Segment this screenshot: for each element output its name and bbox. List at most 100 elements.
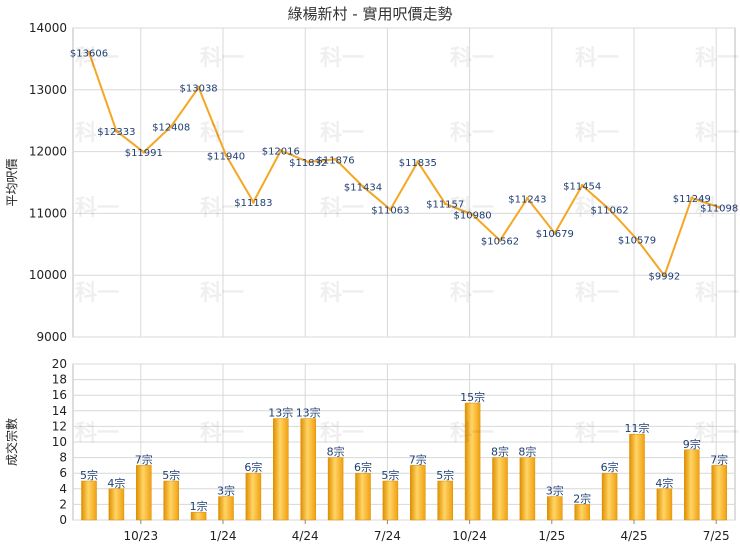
watermark-18: 科一 [75,281,119,306]
price-label-15: $10562 [481,236,519,247]
bar-12 [410,465,426,521]
bar-23 [711,465,727,521]
x-tick-label-6: 4/25 [621,529,648,543]
bar-15 [492,457,508,521]
watermark-8: 科一 [320,121,364,146]
price-label-19: $11062 [591,206,629,217]
bar-ytick-16: 16 [52,388,67,402]
watermark-13: 科一 [200,196,244,221]
watermark-25: 科一 [200,421,244,446]
watermark-15: 科一 [450,196,494,221]
price-point-12 [416,160,420,164]
watermark-6: 科一 [75,121,119,146]
watermark-1: 科一 [200,46,244,71]
bar-19 [601,472,618,521]
price-label-2: $11991 [125,148,163,159]
price-point-10 [361,185,365,189]
price-label-0: $13606 [70,48,108,59]
line-ytick-14000: 14000 [29,21,67,35]
bar-ytick-6: 6 [59,466,67,480]
price-point-0 [87,50,91,54]
price-point-18 [580,183,584,187]
watermark-21: 科一 [450,281,494,306]
bar-ytick-4: 4 [59,482,67,496]
bar-label-15: 8宗 [491,445,509,459]
bar-label-9: 8宗 [327,445,345,459]
bar-17 [547,496,563,521]
bar-9 [327,457,344,521]
price-point-9 [334,157,338,161]
bar-8 [300,418,316,521]
bar-6 [245,472,262,521]
watermark-5: 科一 [695,46,739,71]
bar-ytick-18: 18 [52,373,67,387]
line-ytick-11000: 11000 [29,206,67,220]
bar-4 [190,511,207,521]
price-line [88,52,720,278]
watermark-19: 科一 [200,281,244,306]
price-label-22: $11249 [673,194,711,205]
watermark-17: 科一 [695,196,739,221]
watermark-10: 科一 [575,121,619,146]
price-point-15 [498,238,502,242]
price-point-2 [142,150,146,154]
price-label-14: $10980 [454,211,492,222]
watermark-11: 科一 [695,121,739,146]
price-point-7 [279,149,283,153]
bar-label-21: 4宗 [655,476,673,490]
watermark-20: 科一 [320,281,364,306]
x-tick-label-7: 7/25 [703,529,730,543]
bar-label-22: 9宗 [683,437,701,451]
bar-22 [684,449,700,521]
x-tick-label-3: 7/24 [374,529,401,543]
bar-label-7: 13宗 [268,406,293,420]
bar-label-23: 7宗 [710,452,728,466]
bar-ytick-0: 0 [59,513,67,527]
watermark-23: 科一 [695,281,739,306]
price-label-4: $13038 [180,83,218,94]
watermark-0: 科一 [75,46,119,71]
bar-ytick-2: 2 [59,497,67,511]
price-point-19 [608,208,612,212]
watermark-22: 科一 [575,281,619,306]
price-label-3: $12408 [152,122,190,133]
line-ytick-9000: 9000 [36,330,67,344]
price-label-18: $11454 [563,181,601,192]
bar-label-1: 4宗 [107,476,125,490]
bar-11 [382,480,399,521]
bar-label-5: 3宗 [217,484,235,498]
price-point-6 [251,200,255,204]
bar-21 [656,488,673,521]
watermark-3: 科一 [450,46,494,71]
bar-2 [136,465,152,521]
price-point-3 [169,124,173,128]
bar-7 [273,418,289,521]
bar-ytick-10: 10 [52,435,67,449]
bar-label-10: 6宗 [354,460,372,474]
price-label-21: $9992 [648,272,680,283]
watermark-2: 科一 [320,46,364,71]
bar-label-8: 13宗 [296,406,321,420]
price-point-23 [717,205,721,209]
x-tick-label-2: 4/24 [292,529,319,543]
bar-label-18: 2宗 [573,491,591,505]
bar-label-14: 15宗 [460,390,485,404]
chart-title: 綠楊新村 - 實用呎價走勢 [288,5,453,23]
price-point-16 [525,196,529,200]
price-point-4 [197,85,201,89]
bar-label-6: 6宗 [244,460,262,474]
bar-y-axis-title: 成交宗數 [4,418,19,466]
watermark-14: 科一 [320,196,364,221]
watermark-9: 科一 [450,121,494,146]
price-point-20 [635,237,639,241]
bar-20 [629,433,645,521]
bar-16 [519,457,536,521]
watermark-7: 科一 [200,121,244,146]
bar-3 [163,480,179,521]
price-label-12: $11835 [399,158,437,169]
price-label-5: $11940 [207,151,245,162]
price-label-1: $12333 [97,127,135,138]
price-point-11 [388,208,392,212]
